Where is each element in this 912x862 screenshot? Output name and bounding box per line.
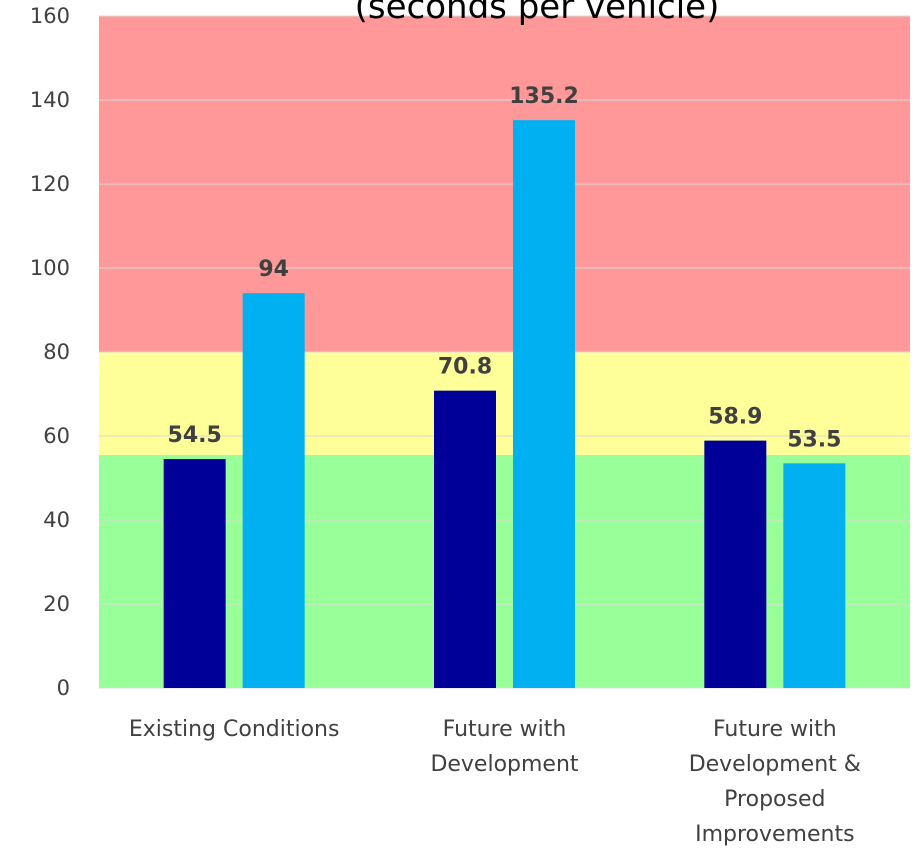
data-labels: 54.5 94 70.8 135.2 58.9 53.5 xyxy=(168,84,842,452)
background-band-0 xyxy=(99,454,910,688)
bar-series2-cat3 xyxy=(783,463,846,688)
x-category-label: Proposed xyxy=(724,787,825,812)
y-tick-label: 0 xyxy=(57,676,70,700)
data-label: 54.5 xyxy=(168,423,222,448)
data-label: 70.8 xyxy=(438,355,492,380)
x-category-label: Improvements xyxy=(695,822,854,847)
x-axis-categories: Existing Conditions Future with Developmen… xyxy=(129,717,861,847)
y-tick-label: 20 xyxy=(43,592,70,616)
y-tick-label: 40 xyxy=(43,508,70,532)
bar-series1-cat1 xyxy=(163,459,226,688)
y-tick-label: 120 xyxy=(30,172,70,196)
background-band-1 xyxy=(99,352,910,455)
y-tick-label: 60 xyxy=(43,424,70,448)
x-category-label: Future with xyxy=(443,717,567,742)
data-label: 135.2 xyxy=(509,84,579,109)
x-category-label: Development & xyxy=(689,752,861,777)
data-label: 58.9 xyxy=(708,405,762,430)
y-tick-label: 160 xyxy=(30,4,70,28)
bar-series2-cat1 xyxy=(242,293,305,688)
data-label: 53.5 xyxy=(787,427,841,452)
bar-series2-cat2 xyxy=(513,120,575,688)
x-category-label: Existing Conditions xyxy=(129,717,340,742)
chart-title-partial: (seconds per vehicle) xyxy=(355,0,720,27)
y-axis-ticks: 0 20 40 60 80 100 120 140 160 xyxy=(30,4,70,700)
bars xyxy=(163,120,846,688)
y-tick-label: 100 xyxy=(30,256,70,280)
y-tick-label: 80 xyxy=(43,340,70,364)
data-label: 94 xyxy=(258,257,289,282)
gridlines xyxy=(99,15,910,689)
bar-series1-cat2 xyxy=(434,390,496,688)
x-category-label: Future with xyxy=(713,717,837,742)
y-tick-label: 140 xyxy=(30,88,70,112)
bar-series1-cat3 xyxy=(704,440,767,688)
x-category-label: Development xyxy=(430,752,578,777)
